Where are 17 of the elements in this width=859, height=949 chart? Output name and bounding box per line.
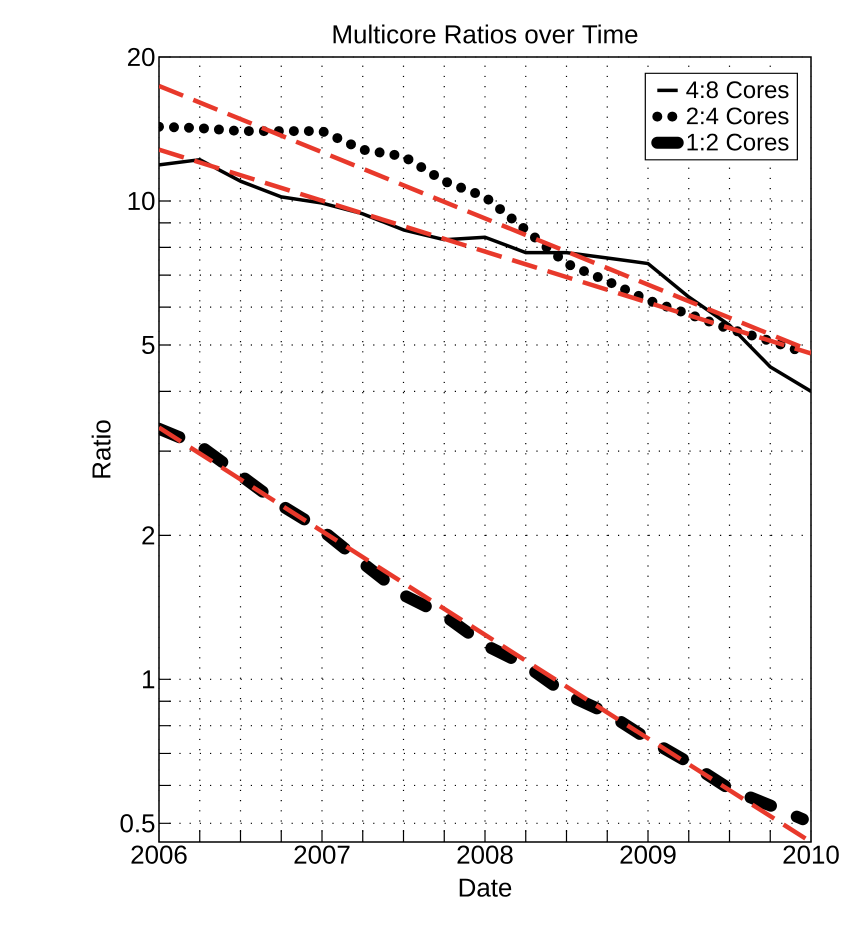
chart-title: Multicore Ratios over Time xyxy=(334,24,638,44)
y-tick-label: 5 xyxy=(142,336,154,354)
x-tick-label: 2008 xyxy=(457,846,513,864)
y-tick-label: 20 xyxy=(128,48,154,66)
y-tick-label: 0.5 xyxy=(120,814,154,832)
x-axis-title: Date xyxy=(460,878,512,897)
x-tick-label: 2006 xyxy=(131,846,187,864)
x-tick-label: 2010 xyxy=(783,846,839,864)
legend-label: 2:4 Cores xyxy=(686,107,788,124)
legend-label: 4:8 Cores xyxy=(686,81,788,98)
x-tick-label: 2009 xyxy=(620,846,676,864)
y-tick-label: 10 xyxy=(128,192,154,210)
y-tick-label: 1 xyxy=(143,670,154,688)
legend-label: 1:2 Cores xyxy=(688,134,788,151)
x-tick-label: 2007 xyxy=(294,846,350,864)
y-tick-label: 2 xyxy=(142,526,154,544)
y-axis-title: Ratio xyxy=(92,420,111,478)
